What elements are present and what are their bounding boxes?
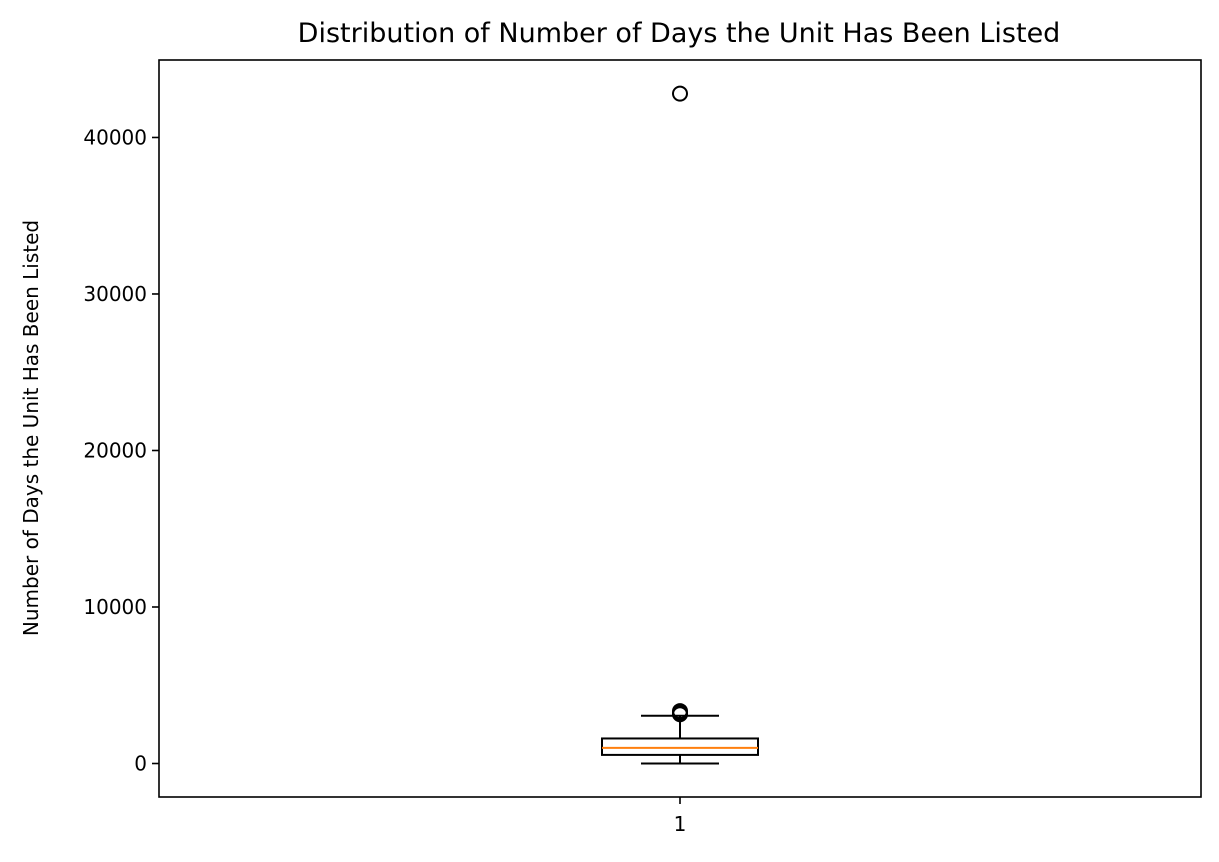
chart-title: Distribution of Number of Days the Unit … xyxy=(298,18,1061,49)
x-axis: 1 xyxy=(674,797,687,836)
box-iqr xyxy=(601,737,759,756)
y-tick-label: 10000 xyxy=(83,595,147,619)
y-tick-label: 40000 xyxy=(83,125,147,149)
plot-frame xyxy=(158,59,1202,798)
plot-marks xyxy=(601,85,759,765)
outlier-point xyxy=(672,85,688,102)
y-tick-label: 20000 xyxy=(83,438,147,462)
outlier-point xyxy=(672,703,688,720)
y-axis-label: Number of Days the Unit Has Been Listed xyxy=(19,220,43,636)
x-tick-label: 1 xyxy=(674,812,687,836)
y-tick-label: 0 xyxy=(134,752,147,776)
y-tick-label: 30000 xyxy=(83,282,147,306)
y-axis: 0 10000 20000 30000 40000 xyxy=(83,125,159,776)
